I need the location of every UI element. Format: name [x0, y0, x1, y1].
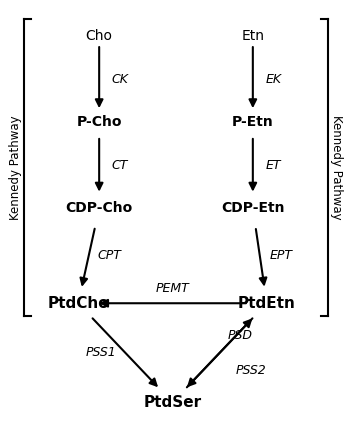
- Text: PtdSer: PtdSer: [144, 395, 202, 410]
- Text: ET: ET: [266, 159, 282, 172]
- Text: P-Cho: P-Cho: [76, 115, 122, 129]
- Text: PSS1: PSS1: [86, 346, 116, 359]
- Text: Cho: Cho: [86, 29, 113, 43]
- Text: P-Etn: P-Etn: [232, 115, 274, 129]
- Text: PEMT: PEMT: [156, 282, 189, 295]
- Text: PSD: PSD: [228, 329, 253, 342]
- Text: Kennedy Pathway: Kennedy Pathway: [330, 115, 343, 220]
- Text: CDP-Cho: CDP-Cho: [65, 201, 133, 215]
- Text: CK: CK: [112, 72, 128, 85]
- Text: PtdEtn: PtdEtn: [238, 296, 296, 311]
- Text: PSS2: PSS2: [236, 364, 266, 377]
- Text: PtdCho: PtdCho: [48, 296, 109, 311]
- Text: CDP-Etn: CDP-Etn: [221, 201, 284, 215]
- Text: EPT: EPT: [269, 249, 292, 262]
- Text: CT: CT: [112, 159, 128, 172]
- Text: Etn: Etn: [241, 29, 264, 43]
- Text: CPT: CPT: [98, 249, 121, 262]
- Text: EK: EK: [266, 72, 282, 85]
- Text: Kennedy Pathway: Kennedy Pathway: [9, 115, 22, 220]
